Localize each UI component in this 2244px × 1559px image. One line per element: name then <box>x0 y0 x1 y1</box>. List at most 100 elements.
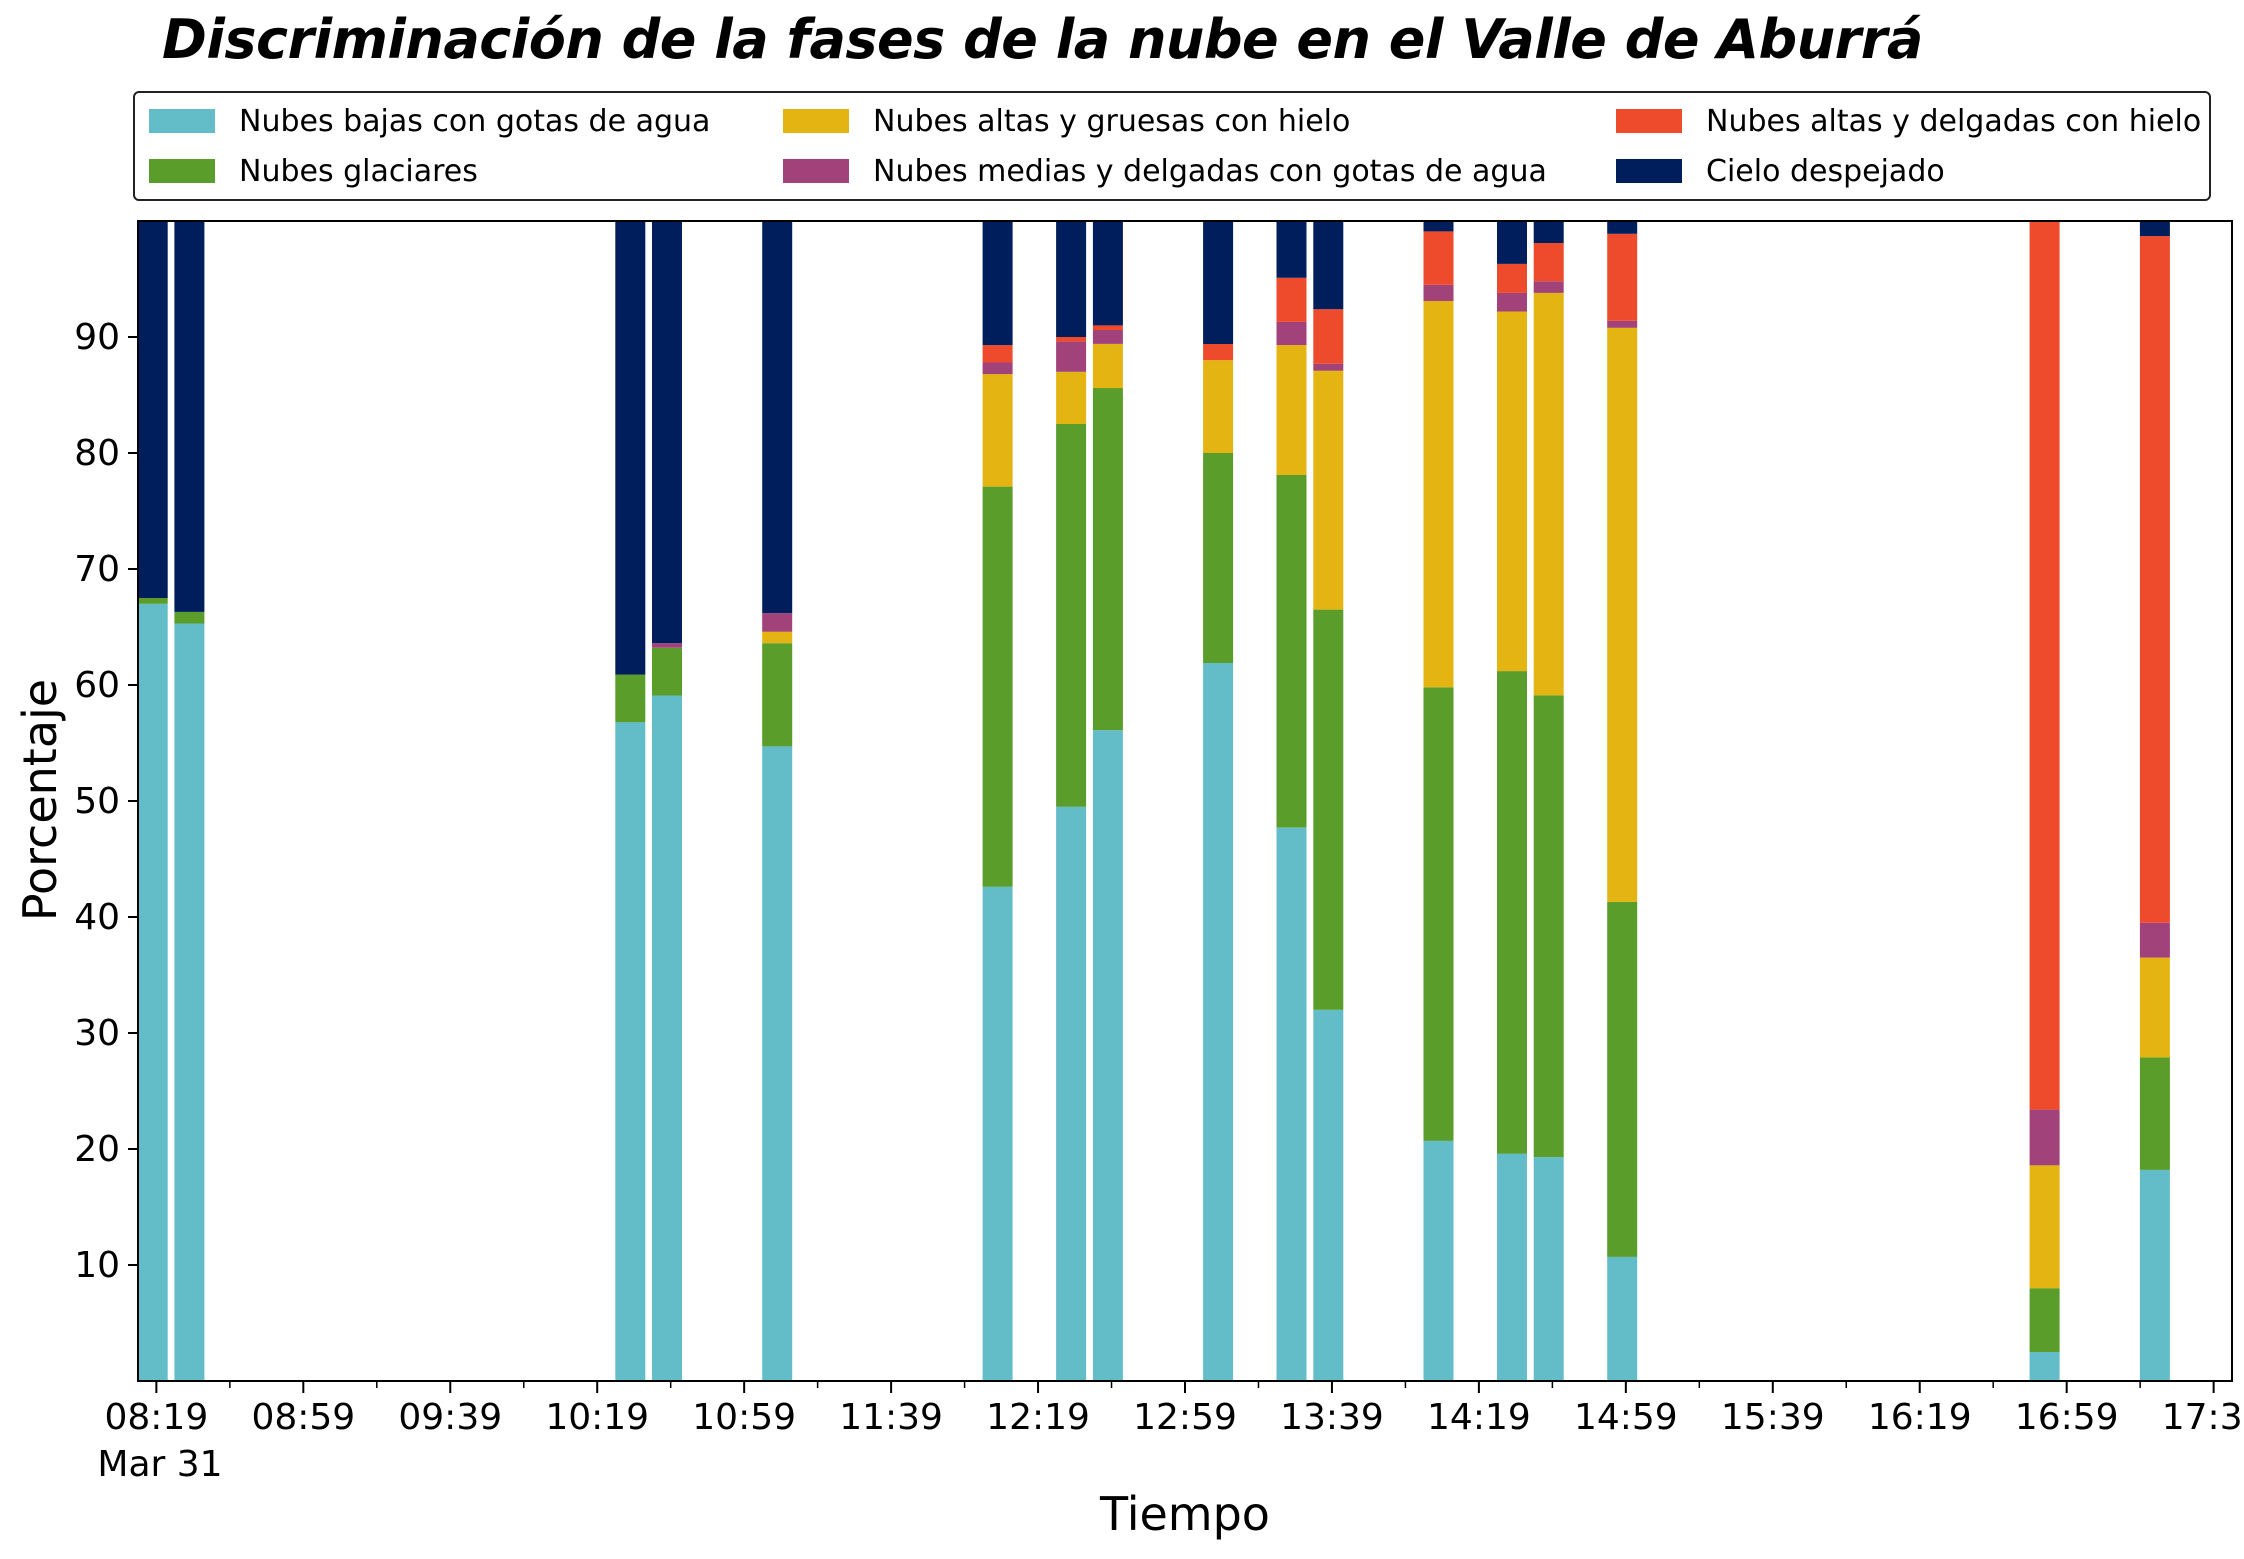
bar-segment <box>1056 341 1087 372</box>
bar-segment <box>982 486 1013 887</box>
bar-segment <box>1533 1157 1564 1381</box>
bar-segment <box>1203 663 1234 1381</box>
legend: Nubes bajas con gotas de agua Nubes glac… <box>133 91 2211 201</box>
y-axis: 10 20 30 40 50 60 70 80 90 <box>74 317 138 1286</box>
y-axis-title: Porcentaje <box>13 679 67 921</box>
x-tick-label: 09:39 <box>398 1397 502 1438</box>
bar-segment <box>2139 922 2170 958</box>
bar-segment <box>1313 363 1344 371</box>
bar-segment <box>1497 292 1527 312</box>
bar-segment <box>1276 475 1307 828</box>
y-tick-label: 60 <box>74 665 120 706</box>
x-axis: 08:19 08:59 09:39 10:19 10:59 11:39 12:19 12:59… <box>104 1381 2244 1438</box>
bar-segment <box>1533 292 1564 696</box>
bar-segment <box>1533 281 1564 293</box>
bar-segment <box>1276 321 1307 346</box>
bar-segment <box>615 221 646 675</box>
bar-segment <box>2139 236 2170 923</box>
legend-item: Nubes medias y delgadas con gotas de agu… <box>783 151 1547 191</box>
bar-segment <box>982 362 1013 375</box>
bar-segment <box>1607 320 1638 328</box>
bar-segment <box>1423 687 1454 1141</box>
bar-segment <box>1203 221 1234 344</box>
bar-segment <box>982 221 1013 346</box>
x-tick-label: 10:59 <box>692 1397 796 1438</box>
bar-segment <box>1092 730 1123 1381</box>
legend-item: Nubes bajas con gotas de agua <box>149 101 710 141</box>
bar-segment <box>1607 233 1638 321</box>
bar-segment <box>2029 1352 2060 1381</box>
x-tick-label: 08:59 <box>251 1397 355 1438</box>
bar-segment <box>982 374 1013 487</box>
bar-segment <box>174 623 205 1381</box>
legend-swatch <box>1616 109 1682 133</box>
bar-segment <box>1276 221 1307 278</box>
bar-segment <box>615 722 646 1381</box>
bar-segment <box>2139 1057 2170 1170</box>
legend-item: Nubes glaciares <box>149 151 478 191</box>
bar-segment <box>652 695 682 1381</box>
bar-segment <box>1607 1256 1638 1381</box>
bar-segment <box>137 603 168 1381</box>
bar-segment <box>1092 325 1123 330</box>
bar-segment <box>174 221 205 612</box>
bar-segment <box>137 598 168 604</box>
bar-segment <box>615 674 646 723</box>
x-tick-label: 10:19 <box>545 1397 649 1438</box>
bar-segment <box>2029 1109 2060 1166</box>
y-tick-label: 10 <box>74 1245 120 1286</box>
bar-segment <box>1423 1140 1454 1381</box>
x-tick-label: 17:39 <box>2162 1397 2244 1438</box>
legend-swatch <box>783 109 849 133</box>
bar-segment <box>1313 221 1344 310</box>
bar-segment <box>1056 371 1087 424</box>
bar-segment <box>1203 453 1234 663</box>
legend-item: Cielo despejado <box>1616 151 1945 191</box>
bar-segment <box>1092 330 1123 344</box>
bar-segment <box>174 611 205 624</box>
bar-segment <box>1092 344 1123 389</box>
y-tick-label: 20 <box>74 1129 120 1170</box>
bar-segment <box>1497 263 1527 293</box>
x-tick-label: 16:59 <box>2015 1397 2119 1438</box>
bar-segment <box>1313 609 1344 1010</box>
bar-segment <box>762 643 793 747</box>
y-tick-label: 30 <box>74 1013 120 1054</box>
bar-segment <box>1423 231 1454 285</box>
x-tick-label: 14:59 <box>1574 1397 1678 1438</box>
legend-swatch <box>1616 159 1682 183</box>
bar-segment <box>1423 221 1454 232</box>
bar-segment <box>137 221 168 598</box>
bar-segment <box>2139 957 2170 1058</box>
bar-segment <box>1056 806 1087 1381</box>
bar-segment <box>1533 243 1564 282</box>
bar-segment <box>2139 221 2170 237</box>
x-tick-date-label: Mar 31 <box>97 1444 222 1485</box>
bar-segment <box>1497 671 1527 1154</box>
bar-segment <box>2029 221 2060 1110</box>
bar-segment <box>1313 1009 1344 1381</box>
legend-label: Nubes medias y delgadas con gotas de agu… <box>873 153 1547 189</box>
bar-segment <box>1607 327 1638 902</box>
y-tick-label: 80 <box>74 433 120 474</box>
bar-segment <box>1313 309 1344 364</box>
x-tick-label: 14:19 <box>1427 1397 1531 1438</box>
bar-segment <box>1423 284 1454 301</box>
bar-segment <box>1313 370 1344 610</box>
bar-segment <box>982 886 1013 1381</box>
plot-frame <box>137 220 2233 1382</box>
bar-segment <box>1203 344 1234 361</box>
x-tick-label: 08:19 <box>104 1397 208 1438</box>
y-tick-label: 70 <box>74 549 120 590</box>
y-tick-label: 90 <box>74 317 120 358</box>
legend-label: Nubes glaciares <box>239 153 478 189</box>
y-tick-label: 40 <box>74 897 120 938</box>
bar-segment <box>762 746 793 1381</box>
bar-segment <box>762 613 793 632</box>
bar-segment <box>1092 221 1123 326</box>
legend-item: Nubes altas y delgadas con hielo <box>1616 101 2201 141</box>
bar-segment <box>1056 337 1087 342</box>
legend-swatch <box>149 159 215 183</box>
bar-segment <box>652 647 682 696</box>
x-tick-label: 15:39 <box>1721 1397 1825 1438</box>
